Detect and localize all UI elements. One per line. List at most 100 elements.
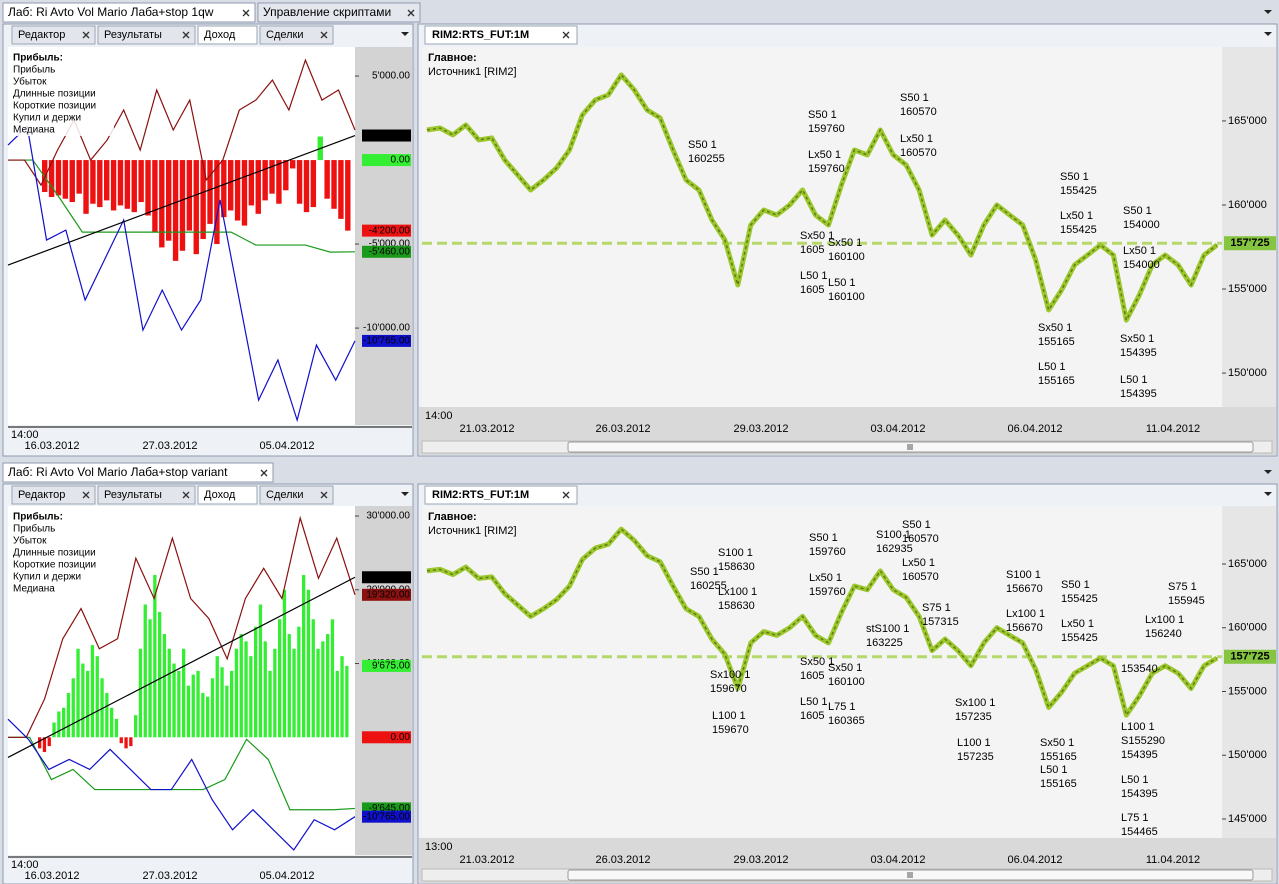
legend-entry: Убыток: [13, 535, 47, 547]
close-icon[interactable]: [82, 31, 90, 39]
income-bar: [221, 160, 227, 218]
income-line: [8, 159, 356, 253]
income-bar: [86, 670, 90, 738]
panel-tab[interactable]: [11, 485, 96, 505]
panel-tab[interactable]: [197, 25, 258, 45]
income-bar: [124, 737, 128, 749]
panel-tab[interactable]: [259, 485, 334, 505]
time-label: 14:00: [425, 410, 453, 422]
income-bar: [234, 648, 239, 738]
menu-arrow[interactable]: [1264, 470, 1272, 474]
income-bar: [276, 160, 282, 204]
trade-label: 155165: [1040, 751, 1077, 763]
trade-label: S50 1: [1123, 205, 1152, 217]
value-label-box: [362, 588, 411, 601]
panel-tab[interactable]: [259, 25, 334, 45]
income-bar: [321, 641, 325, 738]
close-icon[interactable]: [242, 9, 250, 17]
income-bar: [239, 634, 243, 738]
last-price-label: 157'725: [1230, 651, 1269, 663]
menu-arrow[interactable]: [401, 32, 409, 36]
lab-tab[interactable]: [2, 462, 274, 483]
lab-tab-label[interactable]: Управление скриптами: [263, 5, 391, 19]
close-icon[interactable]: [407, 9, 415, 17]
trade-label: Sx50 1: [1120, 333, 1154, 345]
value-label: 19'320.00: [366, 589, 410, 600]
value-label: -9'645.00: [369, 803, 411, 814]
trade-label: 156670: [1006, 622, 1043, 634]
legend-entry: Короткие позиции: [13, 101, 96, 112]
income-bar: [278, 619, 282, 738]
panel-tab-label[interactable]: Результаты: [104, 489, 162, 501]
chart-tab-label[interactable]: RIM2:RTS_FUT:1M: [432, 29, 529, 41]
date-label: 03.04.2012: [870, 854, 925, 866]
income-bar: [214, 160, 220, 245]
panel-tab[interactable]: [11, 25, 96, 45]
chart-tab[interactable]: [424, 485, 578, 505]
trade-label: 154395: [1121, 788, 1158, 800]
menu-arrow[interactable]: [1264, 32, 1272, 36]
legend-entry: Короткие позиции: [13, 560, 96, 571]
lab-tab[interactable]: [2, 2, 256, 23]
trade-label: 154465: [1121, 826, 1158, 838]
panel-tab-label[interactable]: Сделки: [266, 29, 304, 41]
trade-label: 162935: [876, 543, 913, 555]
panel-tab-label[interactable]: Доход: [204, 29, 236, 41]
income-bar: [182, 648, 186, 738]
trade-label: Lx50 1: [1123, 245, 1156, 257]
income-line: [8, 736, 356, 811]
value-label: -5'460.00: [369, 246, 411, 257]
close-icon[interactable]: [320, 491, 328, 499]
close-icon[interactable]: [82, 491, 90, 499]
panel-tab[interactable]: [97, 25, 196, 45]
lab-tab[interactable]: [257, 2, 421, 23]
close-icon[interactable]: [260, 469, 268, 477]
lab-tab-label[interactable]: Лаб: Ri Avto Vol Mario Лаба+stop 1qw: [8, 5, 214, 19]
close-icon[interactable]: [562, 31, 570, 39]
legend-entry: Убыток: [13, 76, 47, 88]
date-label: 26.03.2012: [595, 423, 650, 435]
trade-label: stS100 1: [866, 623, 909, 635]
income-bar: [100, 678, 104, 738]
panel-tab-label[interactable]: Редактор: [18, 489, 65, 501]
panel-tab-label[interactable]: Редактор: [18, 29, 65, 41]
trade-label: Lx50 1: [900, 133, 933, 145]
income-bar: [254, 626, 258, 738]
trade-label: L50 1: [828, 277, 856, 289]
value-label: 9'675.00: [372, 661, 410, 672]
menu-arrow[interactable]: [401, 492, 409, 496]
legend-entry: Прибыль: [13, 64, 55, 76]
trade-label: 163225: [866, 637, 903, 649]
menu-arrow[interactable]: [1264, 492, 1272, 496]
trade-label: L50 1: [1120, 374, 1148, 386]
trade-label: Sx50 1: [800, 230, 834, 242]
income-line: [7, 718, 356, 851]
income-bar: [234, 160, 241, 221]
panel-tab[interactable]: [97, 485, 196, 505]
panel-tab-label[interactable]: Доход: [204, 489, 236, 501]
chart-source: Источник1 [RIM2]: [428, 525, 517, 537]
chart-tab-label[interactable]: RIM2:RTS_FUT:1M: [432, 489, 529, 501]
close-icon[interactable]: [182, 491, 190, 499]
close-icon[interactable]: [562, 491, 570, 499]
close-icon[interactable]: [320, 31, 328, 39]
income-line: [7, 134, 356, 266]
income-bar: [153, 575, 157, 738]
date-label: 06.04.2012: [1007, 423, 1062, 435]
trade-label: L50 1: [1121, 774, 1149, 786]
date-label: 06.04.2012: [1007, 854, 1062, 866]
lab-tab-label[interactable]: Лаб: Ri Avto Vol Mario Лаба+stop variant: [8, 465, 228, 479]
income-bar: [292, 648, 296, 738]
trade-label: S155290: [1121, 735, 1165, 747]
chart-tab[interactable]: [424, 25, 578, 45]
trade-label: 159760: [809, 546, 846, 558]
value-label-box: [362, 810, 411, 823]
income-bar: [110, 160, 117, 211]
trade-label: S50 1: [902, 519, 931, 531]
menu-arrow[interactable]: [1264, 10, 1272, 14]
panel-tab-label[interactable]: Сделки: [266, 489, 304, 501]
panel-tab-label[interactable]: Результаты: [104, 29, 162, 41]
close-icon[interactable]: [182, 31, 190, 39]
panel-tab[interactable]: [197, 485, 258, 505]
trade-label: L100 1: [712, 710, 746, 722]
